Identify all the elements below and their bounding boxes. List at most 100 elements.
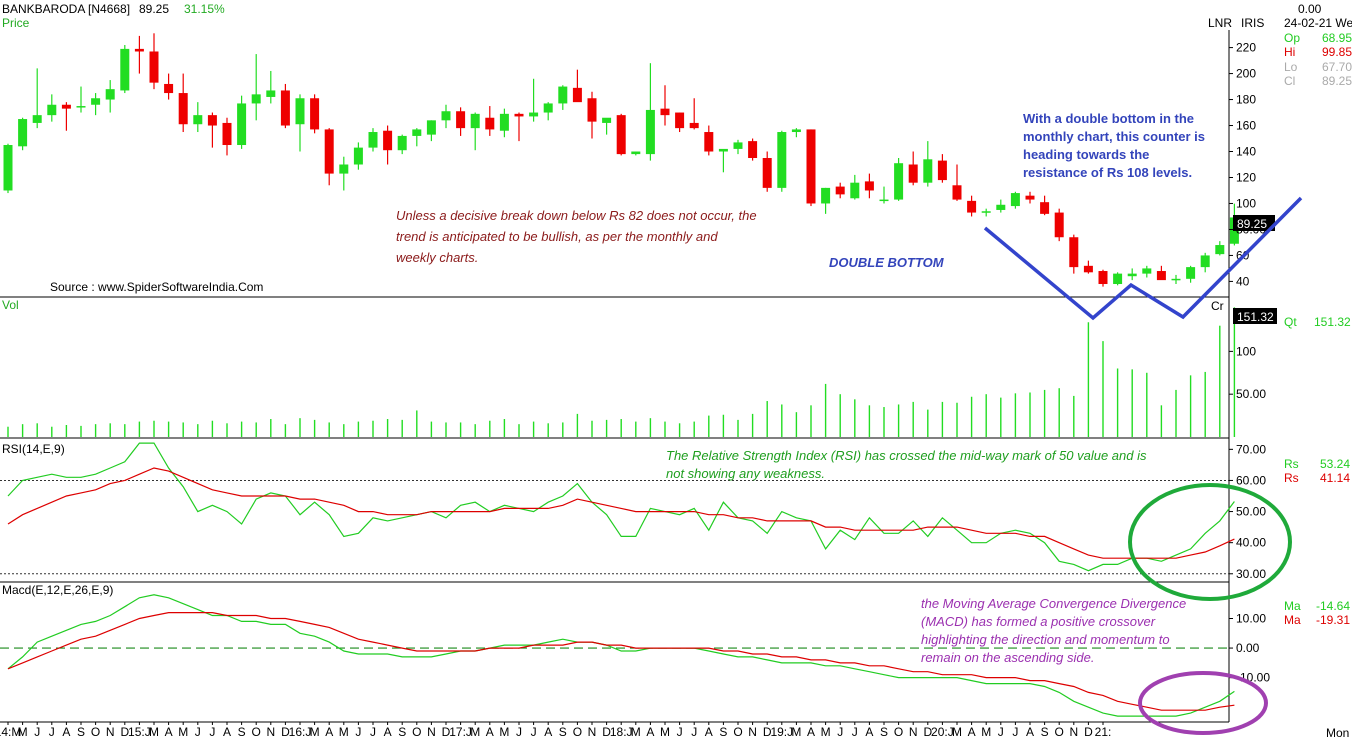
bullish-annotation-line: Unless a decisive break down below Rs 82… [396,208,757,223]
candle [1156,265,1166,281]
candle [1200,252,1210,273]
candle [324,128,334,186]
rsi-legend-label-1: Rs [1284,457,1299,471]
x-tick-label: O [573,725,582,739]
candle-body [368,132,378,148]
candle-body [237,103,247,146]
x-tick-label: S [77,725,85,739]
candle [718,148,728,173]
qt-value: 151.32 [1314,315,1351,329]
candle [821,187,831,214]
candle-body [120,48,130,91]
candle-body [894,163,904,200]
x-tick-label: J [516,725,522,739]
x-tick-label: M [470,725,480,739]
ohlc-close-value: 89.25 [1322,74,1352,88]
x-tick-label: N [748,725,757,739]
change-percent: 31.15% [184,2,225,16]
candle [47,94,57,122]
x-tick-label: M [18,725,28,739]
candle-body [543,103,553,113]
ohlc-low-value: 67.70 [1322,60,1352,74]
candle [952,164,962,201]
monthly-annotation-line: With a double bottom in the [1023,111,1194,126]
macd-highlight-circle [1138,671,1268,735]
candle [353,142,363,170]
candle [1171,274,1181,285]
candle [91,93,101,116]
candle [193,102,203,133]
reference-lines [0,479,1229,649]
rsi-legend-value-2: 41.14 [1320,471,1350,485]
candle [1215,241,1225,256]
candle-body [1156,271,1166,281]
x-tick-label: A [1026,725,1034,739]
macd-legend-value-1: -14.64 [1316,599,1350,613]
x-tick-label: S [559,725,567,739]
x-tick-label: A [62,725,70,739]
candle [660,85,670,126]
rsi-legend-label-2: Rs [1284,471,1299,485]
candle [105,80,115,113]
ohlc-high-value: 99.85 [1322,45,1352,59]
rsi-annotation: The Relative Strength Index (RSI) has cr… [666,448,1147,481]
price-tag-box [1233,215,1275,231]
x-tick-label: J [49,725,55,739]
rsi-tick-label: 40.00 [1236,536,1266,550]
ohlc-low-label: Lo [1284,60,1298,74]
rsi-legend-value-1: 53.24 [1320,457,1350,471]
candle-body [660,108,670,116]
macd-line [7,594,1235,717]
rsi-tick-label: 50.00 [1236,505,1266,519]
candle [237,95,247,149]
monthly-annotation: With a double bottom in the monthly char… [1023,111,1205,180]
candle [1069,234,1079,274]
x-tick-label: S [880,725,888,739]
x-tick-label: S [238,725,246,739]
x-tick-label: 21: [1095,725,1112,739]
candle-body [952,185,962,200]
double-bottom-pattern-line [983,196,1303,321]
candle-body [572,87,582,103]
candle-body [18,119,28,147]
symbol-title: BANKBARODA [N4668] [2,2,130,16]
rsi-line [7,442,1235,572]
x-tick-label: S [719,725,727,739]
candle [572,69,582,103]
candle [280,83,290,129]
candle-body [675,112,685,129]
lnr-flag[interactable]: LNR [1208,16,1232,30]
bullish-annotation-line: trend is anticipated to be bullish, as p… [396,229,718,244]
candle [178,73,188,133]
volume-series [7,307,1236,437]
rsi-tick-label: 70.00 [1236,442,1266,456]
candle [3,143,13,194]
bullish-annotation-line: weekly charts. [396,250,478,265]
candle-body [222,122,232,146]
candle-body [397,135,407,151]
ohlc-open-value: 68.95 [1322,31,1352,45]
candle-body [1025,195,1035,200]
x-tick-label: A [865,725,873,739]
candle-body [923,159,933,183]
x-tick-label: 15:J [128,725,151,739]
candle [266,70,276,104]
candle [894,158,904,201]
candle [704,125,714,156]
y-axis-ticks: 406010012014016018020022080.0050.0010030… [1229,41,1270,685]
x-tick-label: D [442,725,451,739]
macd-annotation-line: remain on the ascending side. [921,650,1094,665]
x-tick-label: J [691,725,697,739]
macd-annotation-line: (MACD) has formed a positive crossover [921,614,1156,629]
candle [383,125,393,165]
candle-body [850,182,860,199]
candle-body [1171,278,1181,281]
x-tick-label: D [120,725,129,739]
candle-body [105,89,115,100]
x-tick-label: J [209,725,215,739]
price-tick-label: 100 [1236,196,1256,210]
candle [733,139,743,155]
iris-flag[interactable]: IRIS [1241,16,1264,30]
x-tick-label: A [807,725,815,739]
